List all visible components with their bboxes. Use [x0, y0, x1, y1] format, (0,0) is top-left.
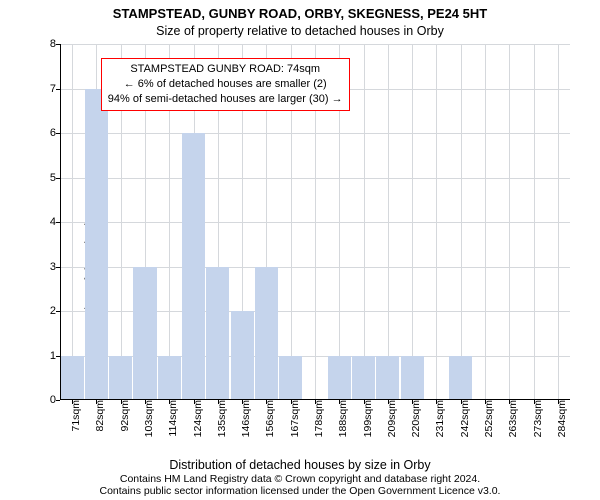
- chart-container: STAMPSTEAD, GUNBY ROAD, ORBY, SKEGNESS, …: [0, 0, 600, 500]
- y-tick-label: 4: [42, 216, 56, 228]
- x-axis-line: [60, 399, 570, 400]
- x-tick-label: 231sqm: [434, 400, 446, 437]
- x-tick-label: 82sqm: [94, 400, 106, 432]
- caption-line2: Contains public sector information licen…: [100, 485, 501, 497]
- y-tick-label: 2: [42, 305, 56, 317]
- bar: [231, 311, 254, 400]
- bar: [255, 267, 278, 401]
- bar: [109, 356, 132, 401]
- x-tick-label: 124sqm: [192, 400, 204, 437]
- x-tick-label: 220sqm: [410, 400, 422, 437]
- info-box: STAMPSTEAD GUNBY ROAD: 74sqm← 6% of deta…: [101, 58, 350, 111]
- x-tick-label: 263sqm: [507, 400, 519, 437]
- y-tick-label: 5: [42, 172, 56, 184]
- info-line2: ← 6% of detached houses are smaller (2): [108, 77, 343, 92]
- info-line3: 94% of semi-detached houses are larger (…: [108, 92, 343, 107]
- bar: [85, 89, 108, 401]
- y-tick-mark: [56, 400, 60, 401]
- x-tick-label: 71sqm: [70, 400, 82, 432]
- x-tick-label: 199sqm: [362, 400, 374, 437]
- info-line1: STAMPSTEAD GUNBY ROAD: 74sqm: [108, 62, 343, 77]
- x-tick-label: 273sqm: [532, 400, 544, 437]
- chart-subtitle: Size of property relative to detached ho…: [0, 24, 600, 38]
- bar: [279, 356, 302, 401]
- y-tick-label: 8: [42, 38, 56, 50]
- y-tick-label: 3: [42, 261, 56, 273]
- x-tick-label: 156sqm: [264, 400, 276, 437]
- grid-line-v: [558, 44, 559, 400]
- bar: [133, 267, 156, 401]
- x-tick-label: 178sqm: [313, 400, 325, 437]
- x-axis-label: Distribution of detached houses by size …: [0, 458, 600, 472]
- bar: [352, 356, 375, 401]
- y-tick-label: 0: [42, 394, 56, 406]
- bar: [401, 356, 424, 401]
- grid-line-v: [388, 44, 389, 400]
- x-tick-label: 252sqm: [483, 400, 495, 437]
- grid-line-v: [461, 44, 462, 400]
- y-tick-label: 7: [42, 83, 56, 95]
- grid-line-v: [72, 44, 73, 400]
- bar: [206, 267, 229, 401]
- bar: [328, 356, 351, 401]
- bar: [182, 133, 205, 400]
- bar: [158, 356, 181, 401]
- x-tick-label: 284sqm: [556, 400, 568, 437]
- plot-area: 01234567871sqm82sqm92sqm103sqm114sqm124s…: [60, 44, 570, 400]
- bar: [376, 356, 399, 401]
- x-tick-label: 209sqm: [386, 400, 398, 437]
- caption-line1: Contains HM Land Registry data © Crown c…: [120, 473, 480, 485]
- grid-line-v: [436, 44, 437, 400]
- page-title: STAMPSTEAD, GUNBY ROAD, ORBY, SKEGNESS, …: [0, 6, 600, 21]
- grid-line-v: [412, 44, 413, 400]
- grid-line-v: [509, 44, 510, 400]
- x-tick-label: 146sqm: [240, 400, 252, 437]
- y-tick-label: 6: [42, 127, 56, 139]
- grid-line-v: [485, 44, 486, 400]
- bar: [449, 356, 472, 401]
- bar: [61, 356, 84, 401]
- x-tick-label: 188sqm: [337, 400, 349, 437]
- grid-line-v: [364, 44, 365, 400]
- x-tick-label: 242sqm: [459, 400, 471, 437]
- x-tick-label: 167sqm: [289, 400, 301, 437]
- x-tick-label: 135sqm: [216, 400, 228, 437]
- x-tick-label: 92sqm: [119, 400, 131, 432]
- x-tick-label: 103sqm: [143, 400, 155, 437]
- y-tick-label: 1: [42, 350, 56, 362]
- caption: Contains HM Land Registry data © Crown c…: [0, 473, 600, 497]
- x-tick-label: 114sqm: [167, 400, 179, 437]
- grid-line-v: [534, 44, 535, 400]
- y-axis-line: [60, 44, 61, 400]
